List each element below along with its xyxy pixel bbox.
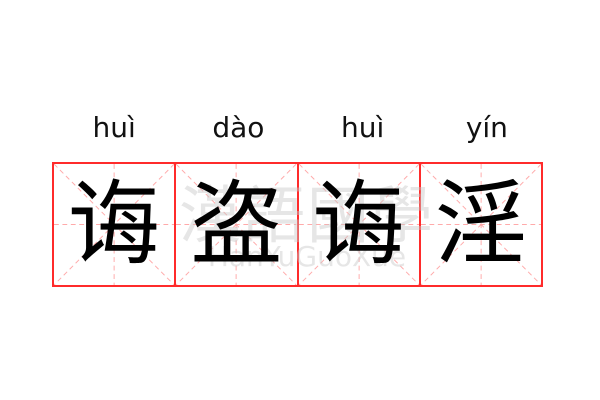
watermark-latin: HanYuGuoXue [207, 240, 407, 273]
hanzi-4: 淫 [434, 170, 527, 278]
character-grid: 诲 盗 诲 淫 [52, 162, 549, 287]
hanzi-3: 诲 [312, 170, 405, 278]
guide-lines [54, 164, 175, 285]
guide-lines [298, 164, 419, 285]
guide-lines [176, 164, 297, 285]
pinyin-3: huì [340, 111, 385, 144]
character-cell: 诲 [52, 162, 177, 287]
character-cell: 诲 [296, 162, 421, 287]
pinyin-row: huì dào huì yín [52, 108, 549, 148]
hanzi-1: 诲 [68, 170, 161, 278]
pinyin-1: huì [92, 111, 136, 144]
pinyin-2: dào [212, 111, 265, 144]
character-cell: 盗 [174, 162, 299, 287]
guide-lines [420, 164, 541, 285]
watermark-chinese: 漢語國學 [178, 179, 435, 252]
pinyin-4: yín [465, 111, 508, 144]
character-cell: 淫 [418, 162, 543, 287]
hanzi-2: 盗 [190, 170, 283, 278]
